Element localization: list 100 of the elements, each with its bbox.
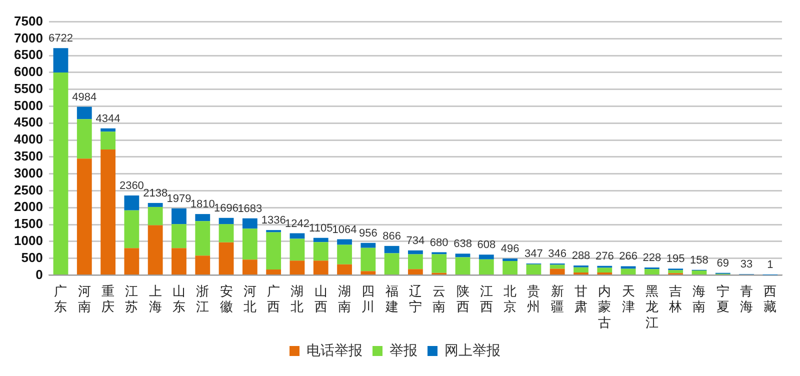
- x-tick-label: 吉林: [668, 284, 682, 314]
- bar: [172, 248, 186, 274]
- bar: [455, 254, 470, 258]
- bar: [502, 261, 518, 275]
- x-tick-label: 黑龙江: [645, 284, 658, 330]
- bar: [290, 260, 305, 274]
- x-tick-label: 天津: [622, 284, 635, 314]
- x-tick-label: 新疆: [550, 284, 564, 314]
- x-tick-label: 宁夏: [716, 284, 730, 314]
- bar: [408, 250, 423, 254]
- y-tick-label: 5000: [14, 98, 43, 113]
- x-tick-label: 安徽: [220, 284, 233, 314]
- bar: [242, 260, 258, 274]
- bar: [124, 195, 140, 210]
- x-tick-label: 青海: [740, 284, 754, 314]
- y-tick-label: 3500: [14, 148, 43, 164]
- bar: [266, 232, 282, 270]
- bar: [148, 202, 163, 207]
- bar: [218, 242, 234, 274]
- total-label: 680: [430, 236, 448, 249]
- bar: [195, 214, 210, 222]
- legend-label: 电话举报: [306, 342, 362, 358]
- bar: [597, 268, 612, 272]
- total-label: 6722: [48, 32, 73, 45]
- total-label: 1: [767, 258, 774, 271]
- bar: [384, 246, 400, 254]
- total-label: 1696: [214, 202, 239, 214]
- y-tick-label: 1000: [14, 232, 43, 248]
- total-label: 288: [572, 250, 590, 262]
- bar: [478, 254, 494, 260]
- bar: [218, 224, 234, 242]
- total-label: 158: [690, 254, 708, 266]
- x-tick-label: 河北: [243, 284, 256, 314]
- bar: [620, 268, 636, 274]
- bar: [337, 239, 352, 245]
- bar: [313, 242, 328, 261]
- total-label: 1979: [166, 192, 192, 205]
- total-label: 956: [358, 227, 378, 240]
- y-tick-label: 2500: [14, 182, 43, 198]
- y-tick-label: 1500: [14, 216, 43, 232]
- y-tick-label: 0: [36, 266, 43, 282]
- bar: [384, 253, 400, 274]
- x-tick-label: 山西: [314, 284, 328, 314]
- bar: [172, 208, 186, 224]
- bar: [172, 224, 186, 248]
- legend-label: 网上举报: [444, 342, 500, 358]
- x-tick-label: 广东: [54, 284, 68, 314]
- bar: [692, 270, 707, 274]
- bar: [148, 225, 163, 274]
- bar: [668, 270, 684, 274]
- bar: [266, 269, 282, 274]
- bar: [574, 267, 588, 272]
- total-label: 1105: [309, 222, 333, 234]
- total-label: 346: [548, 248, 567, 260]
- bar: [360, 248, 376, 272]
- x-tick-label: 浙江: [196, 284, 210, 314]
- bar: [313, 238, 328, 242]
- bar: [408, 254, 423, 270]
- bar: [148, 206, 163, 226]
- x-tick-label: 湖北: [290, 284, 304, 314]
- total-label: 33: [740, 258, 753, 271]
- total-label: 347: [524, 248, 543, 260]
- total-label: 1064: [332, 224, 357, 236]
- total-label: 1336: [261, 214, 286, 227]
- bar: [526, 264, 542, 274]
- x-tick-label: 北京: [504, 284, 517, 314]
- y-tick-label: 7000: [14, 30, 43, 46]
- total-label: 276: [595, 250, 614, 262]
- bar: [337, 264, 352, 274]
- bar: [76, 158, 92, 274]
- y-tick-label: 4500: [14, 114, 43, 130]
- total-label: 4984: [72, 91, 97, 104]
- bar: [100, 150, 116, 274]
- x-tick-label: 内蒙古: [598, 284, 612, 330]
- bar: [644, 269, 660, 274]
- total-label: 195: [666, 253, 685, 266]
- bar: [478, 259, 494, 274]
- x-tick-label: 湖南: [338, 284, 352, 314]
- total-label: 734: [406, 234, 425, 247]
- total-label: 496: [500, 242, 520, 255]
- bar: [124, 248, 140, 274]
- bar: [360, 271, 376, 274]
- x-tick-label: 广西: [267, 284, 280, 314]
- x-tick-label: 山东: [172, 284, 186, 314]
- legend-label: 举报: [390, 342, 418, 358]
- bar: [100, 128, 116, 132]
- x-tick-label: 贵州: [527, 284, 540, 314]
- bar: [408, 269, 423, 274]
- y-tick-label: 7500: [14, 13, 43, 28]
- x-tick-label: 甘肃: [574, 284, 588, 314]
- bar: [124, 210, 140, 248]
- bar: [76, 119, 92, 159]
- bar: [218, 218, 234, 224]
- x-tick-label: 云南: [432, 284, 446, 314]
- bar: [360, 242, 376, 248]
- bar: [100, 132, 116, 150]
- x-tick-label: 上海: [148, 284, 162, 314]
- total-label: 266: [619, 250, 638, 263]
- y-tick-label: 3000: [14, 165, 43, 180]
- bar: [242, 228, 258, 260]
